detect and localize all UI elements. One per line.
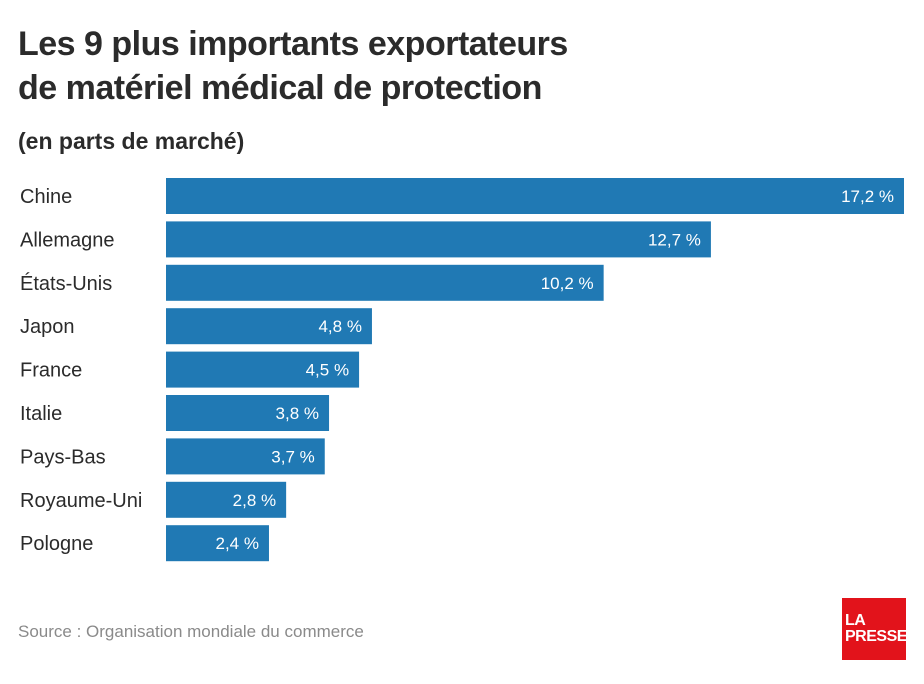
category-label: Chine <box>20 186 72 208</box>
category-label: Italie <box>20 403 62 425</box>
la-presse-logo: LA PRESSE <box>842 598 907 660</box>
value-label: 2,4 % <box>215 534 258 553</box>
chart-subtitle: (en parts de marché) <box>18 128 245 154</box>
value-label: 3,7 % <box>271 447 314 466</box>
chart-title: Les 9 plus importants exportateurs de ma… <box>18 22 898 110</box>
bar <box>166 308 372 345</box>
value-label: 17,2 % <box>841 187 894 206</box>
bar <box>166 481 287 518</box>
category-label: France <box>20 360 82 382</box>
title-line-1: Les 9 plus importants exportateurs <box>18 25 568 63</box>
category-label: États-Unis <box>20 272 112 295</box>
category-label: Allemagne <box>20 229 115 251</box>
bar-chart: Chine 17,2 % Allemagne 12,7 % États-Unis 10,2… <box>20 178 904 562</box>
category-label: Pays-Bas <box>20 446 106 468</box>
value-label: 4,5 % <box>306 361 349 380</box>
category-label: Japon <box>20 316 75 338</box>
bar <box>166 438 325 475</box>
bar <box>166 178 904 214</box>
source-note: Source : Organisation mondiale du commer… <box>18 622 364 641</box>
value-label: 4,8 % <box>318 317 361 336</box>
category-label: Pologne <box>20 533 93 555</box>
bar <box>166 221 711 258</box>
bar <box>166 264 604 301</box>
logo-line-2: PRESSE <box>845 628 907 645</box>
value-label: 2,8 % <box>233 491 276 510</box>
bar <box>166 351 360 388</box>
value-label: 3,8 % <box>276 404 319 423</box>
value-label: 10,2 % <box>541 274 594 293</box>
logo-line-1: LA <box>845 612 866 629</box>
bar <box>166 525 269 562</box>
category-label: Royaume-Uni <box>20 490 142 512</box>
value-label: 12,7 % <box>648 230 701 249</box>
bar <box>166 395 330 431</box>
title-line-2: de matériel médical de protection <box>18 69 542 107</box>
